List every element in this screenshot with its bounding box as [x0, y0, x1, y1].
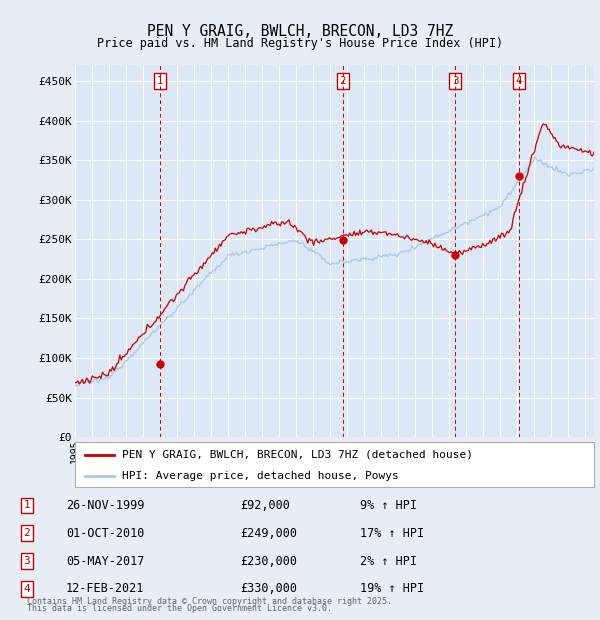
Text: Contains HM Land Registry data © Crown copyright and database right 2025.: Contains HM Land Registry data © Crown c… — [27, 597, 392, 606]
Text: 01-OCT-2010: 01-OCT-2010 — [66, 527, 145, 539]
Text: 3: 3 — [23, 556, 31, 566]
Text: 2% ↑ HPI: 2% ↑ HPI — [360, 555, 417, 567]
Text: PEN Y GRAIG, BWLCH, BRECON, LD3 7HZ: PEN Y GRAIG, BWLCH, BRECON, LD3 7HZ — [147, 24, 453, 38]
Text: 3: 3 — [452, 76, 458, 86]
Text: PEN Y GRAIG, BWLCH, BRECON, LD3 7HZ (detached house): PEN Y GRAIG, BWLCH, BRECON, LD3 7HZ (det… — [122, 450, 473, 459]
Text: 05-MAY-2017: 05-MAY-2017 — [66, 555, 145, 567]
Text: 9% ↑ HPI: 9% ↑ HPI — [360, 499, 417, 511]
Text: 4: 4 — [516, 76, 523, 86]
Text: 1: 1 — [157, 76, 163, 86]
Text: £230,000: £230,000 — [240, 555, 297, 567]
Text: Price paid vs. HM Land Registry's House Price Index (HPI): Price paid vs. HM Land Registry's House … — [97, 37, 503, 50]
Text: This data is licensed under the Open Government Licence v3.0.: This data is licensed under the Open Gov… — [27, 603, 332, 613]
Text: £330,000: £330,000 — [240, 583, 297, 595]
Text: 19% ↑ HPI: 19% ↑ HPI — [360, 583, 424, 595]
Text: 2: 2 — [340, 76, 346, 86]
Text: 2: 2 — [23, 528, 31, 538]
Text: 17% ↑ HPI: 17% ↑ HPI — [360, 527, 424, 539]
Text: 4: 4 — [23, 584, 31, 594]
Text: £249,000: £249,000 — [240, 527, 297, 539]
Text: £92,000: £92,000 — [240, 499, 290, 511]
Text: 12-FEB-2021: 12-FEB-2021 — [66, 583, 145, 595]
Text: 26-NOV-1999: 26-NOV-1999 — [66, 499, 145, 511]
Text: HPI: Average price, detached house, Powys: HPI: Average price, detached house, Powy… — [122, 471, 398, 480]
Text: 1: 1 — [23, 500, 31, 510]
